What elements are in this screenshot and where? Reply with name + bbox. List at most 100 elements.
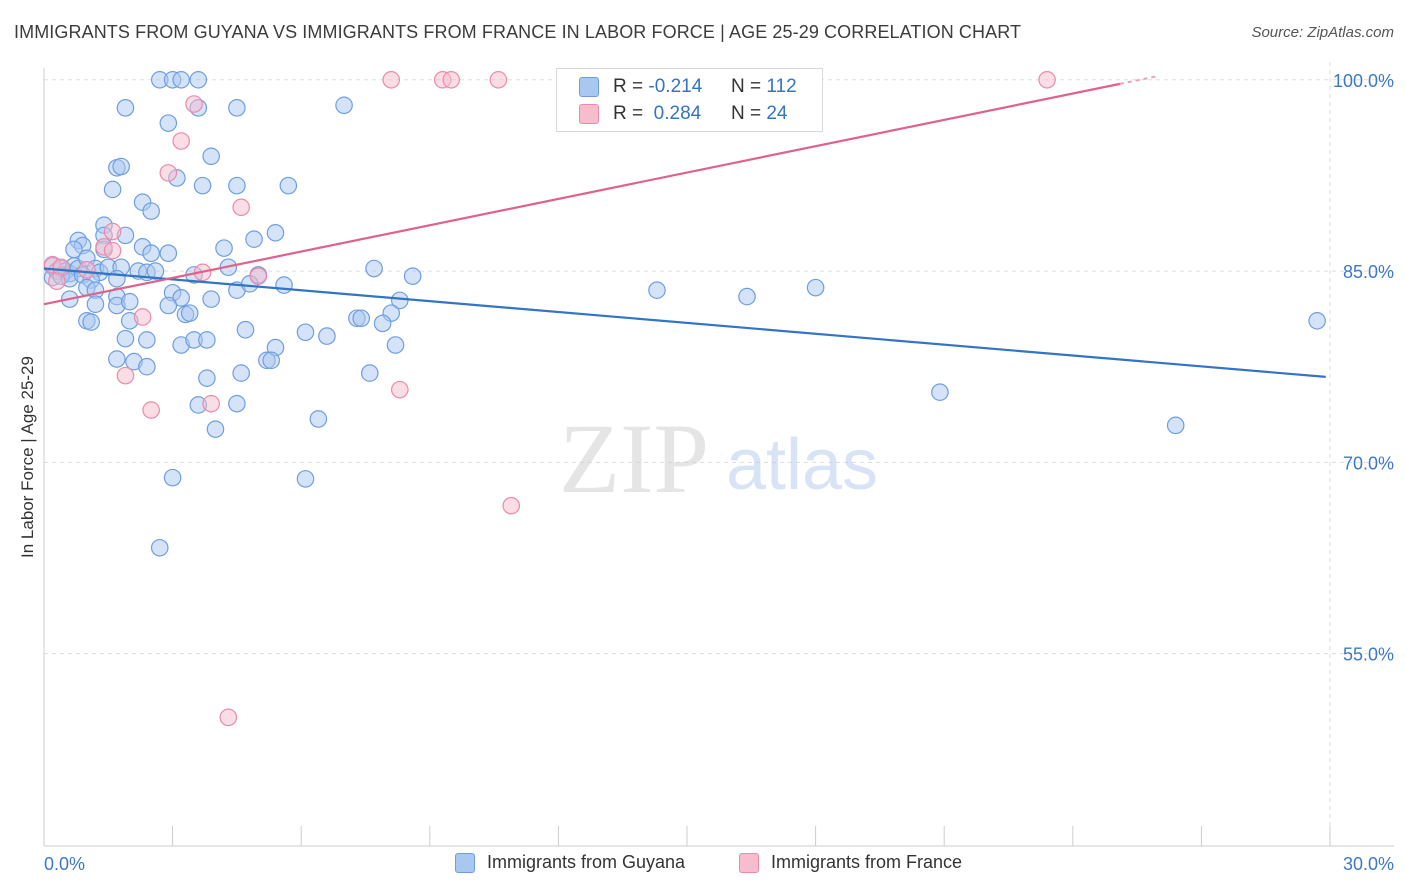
guyana-point bbox=[138, 331, 156, 349]
guyana-point bbox=[738, 287, 756, 306]
guyana-point bbox=[1308, 311, 1326, 330]
guyana-point bbox=[309, 410, 328, 428]
axes bbox=[43, 68, 1394, 847]
trend-line-france bbox=[43, 82, 1121, 306]
legend-n-value: 24 bbox=[766, 103, 788, 124]
y-tick-label: 100.0% bbox=[1333, 71, 1394, 91]
trend-line-france-extension bbox=[1119, 74, 1159, 85]
bottom-legend-swatch-france bbox=[739, 852, 759, 873]
guyana-point bbox=[193, 176, 212, 195]
france-point bbox=[382, 71, 401, 89]
bottom-legend-label-guyana: Immigrants from Guyana bbox=[487, 852, 686, 872]
legend-row-guyana: R = -0.214 N = 112 bbox=[579, 74, 797, 100]
guyana-point bbox=[403, 267, 422, 285]
france-point bbox=[103, 222, 122, 241]
guyana-point bbox=[1166, 416, 1185, 435]
france-point bbox=[202, 394, 220, 413]
guyana-point bbox=[296, 470, 315, 488]
chart-source: Source: ZipAtlas.com bbox=[1251, 24, 1394, 41]
guyana-point bbox=[275, 276, 293, 294]
guyana-point bbox=[373, 314, 392, 333]
guyana-point bbox=[228, 99, 246, 117]
france-point bbox=[1038, 71, 1056, 89]
guyana-point bbox=[236, 320, 255, 339]
france-point bbox=[172, 132, 190, 150]
guyana-point bbox=[138, 357, 156, 376]
france-point bbox=[390, 380, 409, 399]
legend-r-label: R = bbox=[613, 76, 644, 97]
tick-labels: 100.0% 85.0% 70.0% 55.0% 0.0% 30.0% bbox=[44, 71, 1394, 874]
guyana-point bbox=[262, 351, 280, 370]
guyana-point bbox=[198, 369, 216, 387]
legend-swatch-france bbox=[579, 104, 599, 124]
guyana-point bbox=[228, 176, 246, 195]
guyana-point bbox=[202, 290, 220, 308]
guyana-point bbox=[108, 350, 126, 368]
guyana-point bbox=[198, 331, 216, 349]
france-point bbox=[116, 366, 135, 385]
guyana-point bbox=[335, 96, 353, 115]
y-tick-label: 55.0% bbox=[1343, 645, 1394, 665]
guyana-point bbox=[352, 309, 371, 328]
legend-n-value: 112 bbox=[766, 76, 797, 97]
legend-r-value: -0.214 bbox=[648, 76, 703, 97]
legend-n-label: N = bbox=[730, 103, 762, 124]
legend-row-france: R = 0.284 N = 24 bbox=[579, 101, 787, 127]
legend: R = -0.214 N = 112 R = 0.284 N = 24 bbox=[556, 68, 823, 132]
guyana-point bbox=[360, 364, 379, 382]
guyana-point bbox=[159, 244, 178, 263]
watermark-zip: ZIP bbox=[559, 403, 709, 514]
guyana-point bbox=[806, 278, 825, 297]
france-point bbox=[133, 308, 152, 326]
france-point bbox=[489, 71, 508, 89]
trend-lines bbox=[43, 74, 1326, 378]
trend-line-guyana bbox=[43, 267, 1326, 378]
guyana-point bbox=[365, 259, 383, 278]
guyana-point bbox=[163, 468, 182, 487]
guyana-point bbox=[228, 394, 246, 413]
bottom-legend-france: Immigrants from France bbox=[739, 852, 962, 873]
france-point bbox=[442, 71, 461, 89]
guyana-point bbox=[142, 244, 160, 263]
guyana-point bbox=[931, 383, 949, 402]
guyana-point bbox=[202, 147, 220, 166]
guyana-point bbox=[120, 292, 139, 311]
guyana-point bbox=[318, 327, 336, 345]
guyana-point bbox=[189, 71, 208, 89]
y-tick-label: 85.0% bbox=[1343, 262, 1394, 282]
guyana-point bbox=[108, 269, 126, 288]
guyana-point bbox=[232, 364, 250, 382]
guyana-point bbox=[279, 176, 298, 195]
guyana-point bbox=[386, 336, 405, 354]
france-point bbox=[219, 708, 238, 727]
guyana-point bbox=[112, 157, 130, 176]
france-point bbox=[142, 401, 160, 419]
france-point bbox=[78, 260, 96, 279]
guyana-point bbox=[215, 239, 233, 257]
bottom-legend-label-france: Immigrants from France bbox=[771, 852, 963, 872]
guyana-point bbox=[116, 329, 135, 348]
gridlines bbox=[44, 62, 1394, 846]
guyana-point bbox=[648, 281, 666, 299]
legend-swatch-guyana bbox=[579, 77, 599, 97]
y-tick-label: 70.0% bbox=[1343, 453, 1394, 473]
france-point bbox=[48, 272, 66, 291]
france-point bbox=[249, 267, 268, 285]
guyana-point bbox=[172, 289, 190, 307]
guyana-point bbox=[206, 420, 225, 438]
legend-r-label: R = bbox=[613, 103, 644, 124]
guyana-point bbox=[86, 295, 105, 314]
france-point bbox=[232, 198, 250, 217]
guyana-point bbox=[150, 538, 169, 557]
guyana-point bbox=[296, 323, 315, 342]
france-point bbox=[159, 164, 178, 182]
bottom-legend-swatch-guyana bbox=[455, 852, 475, 873]
guyana-point bbox=[116, 99, 135, 117]
guyana-point bbox=[266, 224, 285, 242]
guyana-point bbox=[82, 313, 100, 331]
legend-r-value: 0.284 bbox=[648, 103, 702, 124]
guyana-point bbox=[180, 304, 199, 322]
watermark-atlas: atlas bbox=[726, 425, 878, 505]
france-point bbox=[103, 241, 122, 260]
